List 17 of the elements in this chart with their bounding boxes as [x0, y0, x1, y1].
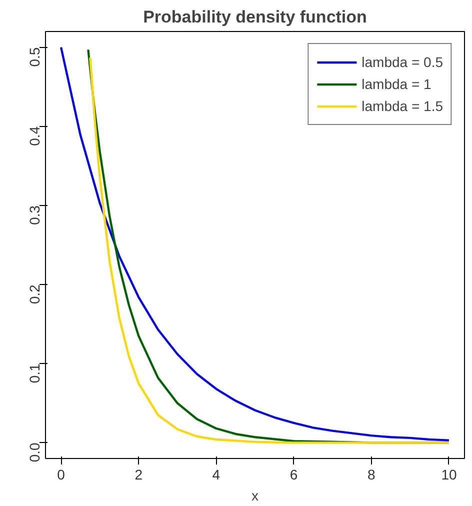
x-tick-label: 6 — [290, 466, 298, 482]
y-tick-label: 0.1 — [26, 363, 42, 384]
x-axis-title: x — [252, 488, 258, 504]
legend-label: lambda = 0.5 — [362, 54, 443, 70]
y-tick-label: 0.2 — [26, 284, 42, 304]
y-tick-label: 0.3 — [26, 205, 42, 225]
legend-label: lambda = 1 — [362, 76, 432, 92]
x-tick-label: 8 — [367, 466, 376, 482]
x-tick-label: 10 — [441, 466, 457, 482]
x-tick-label: 4 — [212, 466, 220, 482]
legend-label: lambda = 1.5 — [362, 98, 443, 114]
x-tick-label: 2 — [134, 466, 143, 482]
y-tick-label: 0.5 — [26, 47, 42, 67]
y-tick-label: 0.4 — [26, 126, 42, 146]
x-tick-label: 0 — [57, 466, 66, 482]
y-tick-label: 0.0 — [26, 442, 42, 462]
chart-title: Probability density function — [143, 8, 367, 26]
